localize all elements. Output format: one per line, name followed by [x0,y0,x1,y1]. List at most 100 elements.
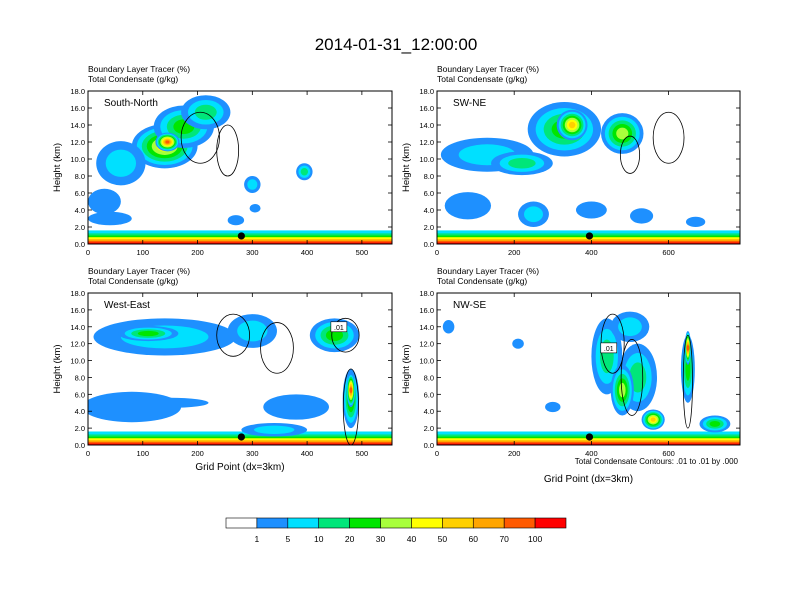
colorbar-swatch [287,517,320,529]
condensate-contour [331,317,360,353]
y-tick-label: 18.0 [70,289,85,298]
y-tick-label: 14.0 [419,121,434,130]
y-tick-label: 10.0 [419,155,434,164]
contour-label-box [330,321,348,333]
x-tick-label: 400 [301,449,314,458]
x-tick-label: 200 [191,449,204,458]
y-tick-label: 8.0 [424,172,434,181]
left-title-condensate: Total Condensate (g/kg) [88,74,178,84]
x-tick-label: 200 [508,449,521,458]
y-tick-label: 12.0 [70,138,85,147]
tracer-blob [237,320,268,342]
tracer-blob [88,188,121,215]
contour-footnote: Total Condensate Contours: .01 to .01 by… [575,457,739,466]
panel-label: NW-SE [453,300,486,311]
plot-frame [436,90,741,245]
tracer-blob [629,208,654,224]
y-tick-label: 2.0 [424,223,434,232]
plot-frame [87,90,393,245]
y-tick-label: 0.0 [424,240,434,249]
tracer-blob [165,140,170,144]
colorbar-label: 100 [528,534,542,544]
tracer-blob [545,401,561,413]
tracer-blob [105,149,137,177]
condensate-contour [260,322,294,374]
panel-1: 0.0 2.0 4.0 6.0 8.0 10.0 12.0 14.0 16.0 18.0 0 100 2… [52,64,393,257]
x-tick-label: 0 [86,248,90,257]
y-tick-label: 10.0 [70,155,85,164]
x-axis-label: Grid Point (dx=3km) [544,474,633,485]
left-title-tracer: Boundary Layer Tracer (%) [88,64,190,74]
colorbar-swatch [503,517,536,529]
condensate-contour [619,135,641,174]
x-tick-label: 400 [585,449,598,458]
tracer-blob [442,320,455,334]
y-tick-label: 4.0 [75,206,85,215]
y-tick-label: 12.0 [419,340,434,349]
y-tick-label: 6.0 [75,390,85,399]
tracer-blob [686,345,690,351]
y-tick-label: 6.0 [424,189,434,198]
boundary-layer-band [88,242,392,244]
x-tick-label: 200 [508,248,521,257]
tracer-blob [349,387,353,393]
panels: 0.0 2.0 4.0 6.0 8.0 10.0 12.0 14.0 16.0 18.0 0 100 2… [52,64,741,485]
y-tick-label: 16.0 [419,104,434,113]
panel-3: .01 0.0 2.0 4.0 6.0 8.0 10.0 12.0 14.0 16.0 18.0 0 1… [52,266,393,473]
colorbar-label: 30 [376,534,386,544]
colorbar-label: 60 [469,534,479,544]
colorbar-label: 40 [407,534,417,544]
y-tick-label: 14.0 [70,121,85,130]
y-axis-label: Height (km) [401,344,412,393]
location-marker [237,232,245,240]
y-tick-label: 4.0 [424,407,434,416]
tracer-blob [300,167,309,176]
y-tick-label: 18.0 [419,87,434,96]
y-tick-label: 10.0 [419,357,434,366]
tracer-blob [254,425,295,434]
condensate-contour [180,111,220,164]
left-title-condensate: Total Condensate (g/kg) [437,74,527,84]
y-tick-label: 0.0 [75,441,85,450]
left-title-condensate: Total Condensate (g/kg) [88,276,178,286]
condensate-contour [682,334,693,429]
colorbar-swatch [380,517,412,529]
tracer-blob [137,330,159,337]
left-title-tracer: Boundary Layer Tracer (%) [437,266,539,276]
plot-frame [436,292,741,446]
x-tick-label: 300 [246,248,259,257]
tracer-blob [247,179,258,190]
tracer-blob [325,329,344,342]
y-axis-label: Height (km) [52,344,63,393]
x-axis-label: Grid Point (dx=3km) [195,462,284,473]
location-marker [585,433,594,441]
tracer-blob [88,211,132,226]
y-tick-label: 18.0 [70,87,85,96]
left-title-tracer: Boundary Layer Tracer (%) [88,266,190,276]
x-tick-label: 500 [356,449,369,458]
colorbar-swatch [349,517,381,529]
tracer-blob [227,215,245,226]
colorbar-label: 50 [438,534,448,544]
contour-label: .01 [334,325,344,332]
tracer-blob [512,338,524,349]
y-tick-label: 12.0 [70,340,85,349]
x-tick-label: 300 [246,449,259,458]
panel-2: 0.0 2.0 4.0 6.0 8.0 10.0 12.0 14.0 16.0 18.0 0 200 4… [401,64,741,257]
colorbar-label: 1 [255,534,260,544]
tracer-blob [709,420,721,427]
condensate-contour [342,368,359,445]
tracer-blob [618,382,626,398]
x-tick-label: 100 [137,248,150,257]
panel-label: West-East [104,300,150,311]
colorbar-label: 5 [285,534,290,544]
x-tick-label: 600 [662,449,675,458]
condensate-contour [216,124,240,177]
left-title-condensate: Total Condensate (g/kg) [437,276,527,286]
colorbar-swatch [472,517,505,529]
y-tick-label: 16.0 [70,104,85,113]
y-axis-label: Height (km) [401,143,412,192]
panel-4: .01 0.0 2.0 4.0 6.0 8.0 10.0 12.0 14.0 16.0 18.0 0 2… [401,266,741,485]
x-tick-label: 400 [585,248,598,257]
